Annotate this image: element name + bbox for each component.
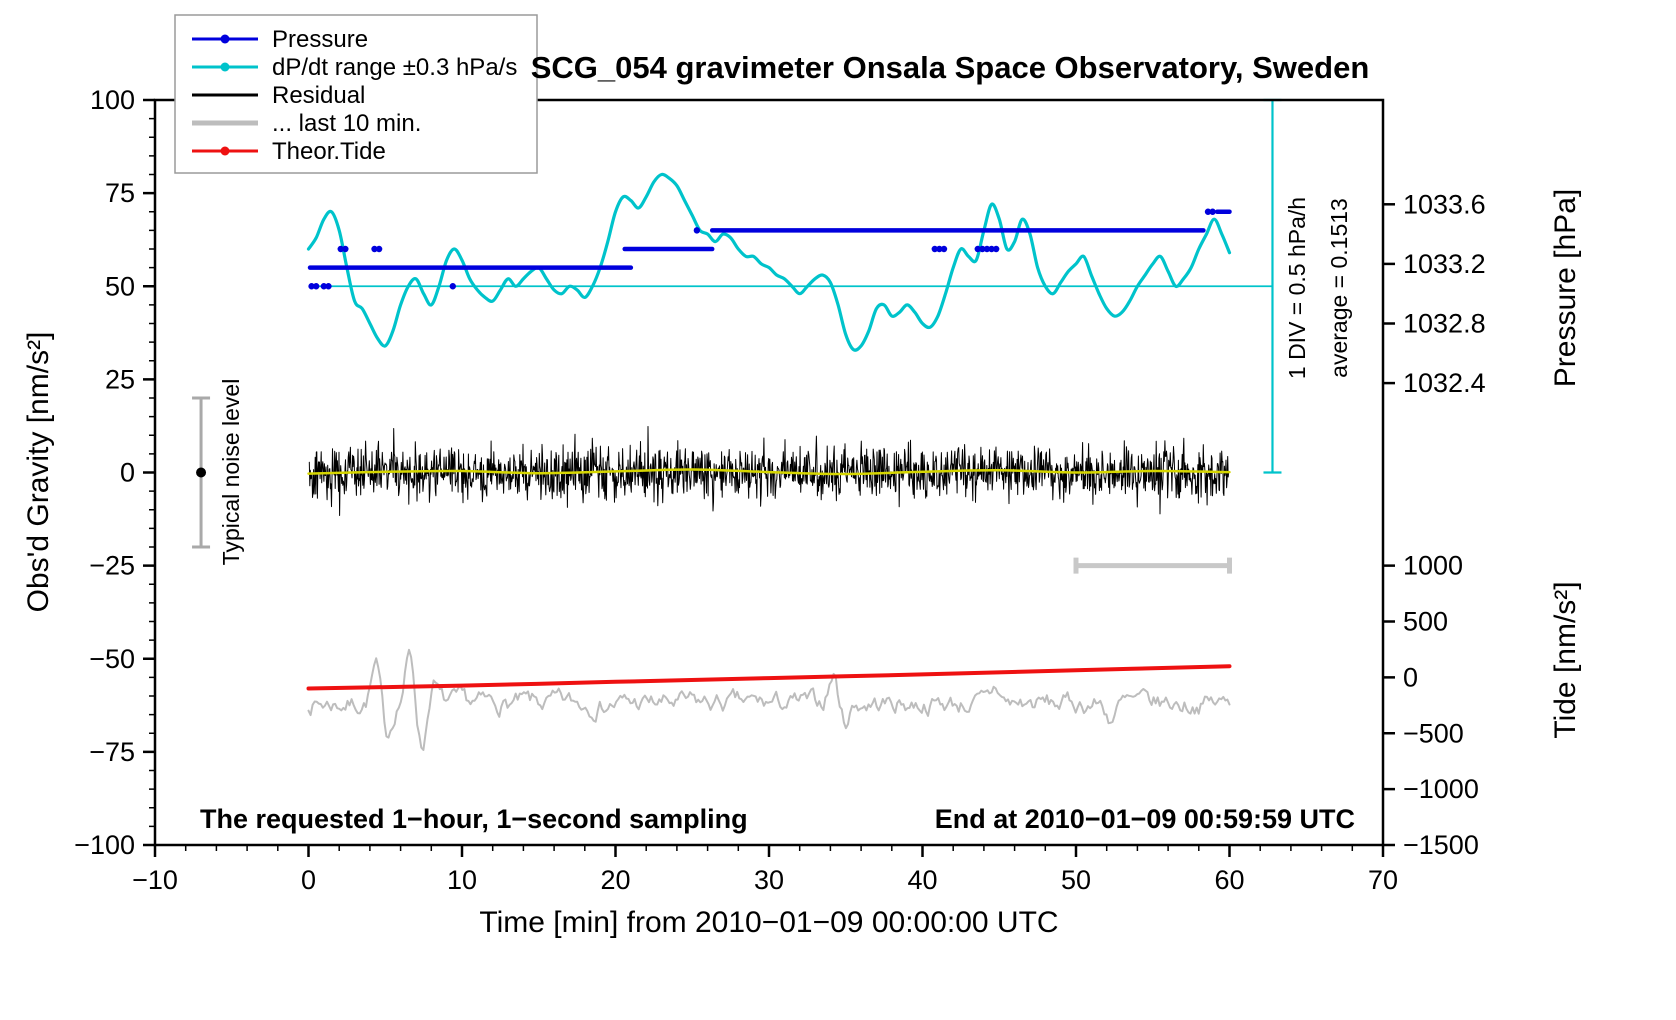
tide-tick-label: −500 xyxy=(1403,718,1464,748)
series-residual xyxy=(308,426,1230,516)
series-pressure-dot xyxy=(342,245,349,253)
series-pressure-dot xyxy=(1209,208,1216,215)
axes-layer: −10 0 10 20 30 40 50 60 701007550250−25−50−75−10… xyxy=(74,85,1485,895)
x-tick-label: 0 xyxy=(301,865,316,895)
series-pressure-dot xyxy=(936,245,943,253)
series-pressure-dot xyxy=(693,227,701,234)
noise-level-dot xyxy=(196,467,207,478)
series-theor-tide xyxy=(306,664,1232,691)
y-left-tick-label: 50 xyxy=(105,271,135,301)
chart-title: SCG_054 gravimeter Onsala Space Observat… xyxy=(531,50,1370,85)
tide-tick-label: −1500 xyxy=(1403,830,1479,860)
x-tick-label: 30 xyxy=(754,865,784,895)
series-pressure-dot xyxy=(325,283,332,290)
tide-axis-label: Tide [nm/s²] xyxy=(1549,581,1582,738)
x-tick-label: 50 xyxy=(1061,865,1091,895)
x-tick-label: 20 xyxy=(600,865,630,895)
pressure-tick-label: 1033.6 xyxy=(1403,189,1486,219)
series-residual-smoothed xyxy=(307,468,1231,476)
y-left-tick-label: 100 xyxy=(90,85,135,115)
y-left-axis-label: Obs'd Gravity [nm/s²] xyxy=(22,332,55,613)
y-left-tick-label: 75 xyxy=(105,178,135,208)
x-axis-label: Time [min] from 2010−01−09 00:00:00 UTC xyxy=(479,906,1058,939)
x-tick-label: 60 xyxy=(1214,865,1244,895)
average-value-label: average = 0.1513 xyxy=(1326,198,1352,378)
series-pressure-dot xyxy=(979,245,986,253)
div-scale-label: 1 DIV = 0.5 hPa/h xyxy=(1284,197,1310,379)
series-pressure-dot xyxy=(449,283,456,290)
legend-item-label: dP/dt range ±0.3 hPa/s xyxy=(272,54,517,81)
series-pressure-dot xyxy=(988,245,995,253)
legend-item-label: Pressure xyxy=(272,26,368,53)
series-pressure-dot xyxy=(320,283,328,290)
legend-marker-dot xyxy=(220,146,230,156)
pressure-tick-label: 1032.8 xyxy=(1403,309,1486,339)
x-tick-label: 40 xyxy=(907,865,937,895)
series-pressure-dot xyxy=(371,245,378,253)
y-left-tick-label: 0 xyxy=(120,458,135,488)
markers-layer xyxy=(192,98,1282,574)
sampling-annotation: The requested 1−hour, 1−second sampling xyxy=(200,804,748,834)
tide-tick-label: 0 xyxy=(1403,662,1418,692)
legend-marker-dot xyxy=(220,62,230,72)
series-pressure-dot xyxy=(974,245,981,253)
y-left-tick-label: 25 xyxy=(105,364,135,394)
tide-tick-label: −1000 xyxy=(1403,774,1479,804)
legend-item-label: Residual xyxy=(272,82,365,109)
pressure-axis-label: Pressure [hPa] xyxy=(1549,189,1582,387)
y-left-tick-label: −25 xyxy=(89,551,135,581)
series-pressure-dot xyxy=(1204,208,1212,215)
y-left-tick-label: −75 xyxy=(89,737,135,767)
series-pressure-dot xyxy=(312,283,320,290)
series-pressure-dot xyxy=(375,245,383,253)
tide-tick-label: 500 xyxy=(1403,607,1448,637)
data-series-layer xyxy=(306,172,1232,751)
series-pressure-dot xyxy=(940,245,948,253)
tide-tick-label: 1000 xyxy=(1403,551,1463,581)
pressure-tick-label: 1033.2 xyxy=(1403,249,1486,279)
series-pressure-dot xyxy=(992,245,1000,253)
y-left-tick-label: −50 xyxy=(89,644,135,674)
x-tick-label: −10 xyxy=(132,865,178,895)
pressure-tick-label: 1032.4 xyxy=(1403,368,1486,398)
series-pressure-dot xyxy=(337,245,344,253)
x-tick-label: 10 xyxy=(447,865,477,895)
series-pressure-dot xyxy=(308,283,315,290)
legend-marker-dot xyxy=(220,34,230,44)
series-pressure-dot xyxy=(983,245,991,253)
typical-noise-level-label: Typical noise level xyxy=(218,379,244,566)
end-time-annotation: End at 2010−01−09 00:59:59 UTC xyxy=(935,804,1355,834)
series-dp-dt-range-0-3-hpa-s xyxy=(306,172,1232,352)
legend-item-label: Theor.Tide xyxy=(272,138,386,165)
series-last-10-min xyxy=(307,648,1231,751)
y-left-tick-label: −100 xyxy=(74,830,135,860)
x-tick-label: 70 xyxy=(1368,865,1398,895)
series-pressure-dot xyxy=(931,245,938,253)
legend-item-label: ... last 10 min. xyxy=(272,110,421,137)
